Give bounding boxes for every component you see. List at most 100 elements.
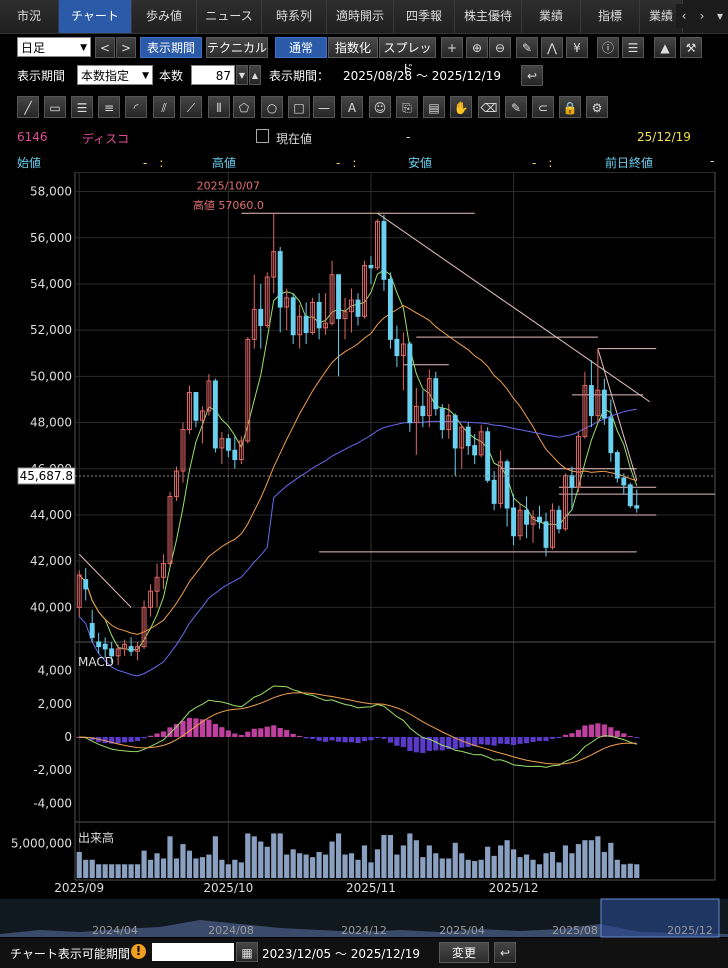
line-tool-icon[interactable]: ╱ (17, 96, 39, 118)
macd-tick-label: -4,000 (33, 796, 72, 810)
prev-button[interactable]: < (95, 37, 115, 58)
reset-icon[interactable]: ↩ (521, 65, 543, 86)
tab-8[interactable]: 業績 (522, 0, 581, 33)
plot-frame (74, 172, 716, 881)
wrench-icon[interactable]: ⚒ (680, 37, 702, 58)
tab-4[interactable]: 時系列 (262, 0, 327, 33)
date-tick-label: 2025/10 (203, 881, 253, 895)
select-tool-icon[interactable]: ✋ (450, 96, 472, 118)
macd-histogram-bar (141, 737, 147, 739)
count-value: 87 (215, 69, 231, 83)
start-date-input[interactable] (152, 943, 234, 961)
fib-tool-icon[interactable]: ⦀ (208, 96, 230, 118)
macd-histogram-bar (134, 737, 141, 742)
macd-histogram-bar (355, 737, 361, 744)
count-up-icon[interactable]: ▲ (249, 65, 261, 85)
settings-tool-icon[interactable]: ⚙ (586, 96, 608, 118)
hline-tool-icon[interactable]: — (313, 96, 335, 118)
count-down-icon[interactable]: ▼ (236, 65, 248, 85)
period-select[interactable]: 日足 ▼ (17, 37, 91, 57)
candle (212, 380, 218, 449)
candle (601, 389, 607, 419)
volume-bar (446, 858, 452, 878)
ruler-tool-icon[interactable]: ▭ (44, 96, 66, 118)
candle (290, 297, 296, 336)
volume-bar (134, 864, 141, 878)
fan-tool-icon[interactable]: ⫽ (153, 96, 175, 118)
technical-button[interactable]: テクニカル (206, 37, 268, 58)
chart-style-icon[interactable]: ⋀ (541, 37, 563, 58)
arc-tool-icon[interactable]: ◜ (125, 96, 147, 118)
info-icon[interactable]: ⓘ (597, 37, 619, 58)
tab-0[interactable]: 市況 (0, 0, 59, 33)
pentagon-tool-icon[interactable]: ⬠ (233, 96, 255, 118)
chart-area[interactable]: 58,00056,00054,00052,00050,00048,00046,0… (0, 172, 728, 938)
tab-6[interactable]: 四季報 (394, 0, 455, 33)
rect-tool-icon[interactable]: □ (288, 96, 310, 118)
warning-icon: ! (131, 944, 146, 959)
zoom-in-icon[interactable]: ⊕ (466, 37, 488, 58)
edit-tool-icon[interactable]: ✎ (505, 96, 527, 118)
volume-bar (374, 849, 381, 878)
tab-scroll-left[interactable]: ‹ (681, 9, 687, 23)
candle (400, 343, 406, 357)
copy-tool-icon[interactable]: ⎘ (396, 96, 418, 118)
hlines-tool-icon[interactable]: ☰ (71, 96, 93, 118)
tab-9[interactable]: 指標 (581, 0, 640, 33)
macd-histogram-bar (420, 737, 426, 753)
text-tool-icon[interactable]: A (341, 96, 363, 118)
tab-2[interactable]: 歩み値 (132, 0, 197, 33)
candle (336, 274, 341, 320)
macd-histogram-bar (219, 727, 225, 737)
change-button[interactable]: 変更 (439, 942, 489, 963)
next-button[interactable]: > (116, 37, 136, 58)
undo-icon[interactable]: ↩ (494, 942, 516, 963)
eraser-tool-icon[interactable]: ⌫ (478, 96, 500, 118)
lock-tool-icon[interactable]: 🔒 (559, 96, 581, 118)
price-tag-label: 45,687.8 (20, 469, 73, 483)
tab-1[interactable]: チャート (59, 0, 132, 33)
tab-3[interactable]: ニュース (197, 0, 262, 33)
normal-button[interactable]: 通常 (275, 37, 327, 58)
area-chart-icon[interactable]: ▲ (654, 37, 676, 58)
macd-histogram-bar (271, 725, 277, 737)
tab-5[interactable]: 適時開示 (327, 0, 394, 33)
macd-title: MACD (78, 655, 114, 669)
volume-bar (160, 858, 167, 878)
candle (524, 509, 529, 525)
tab-10[interactable]: 業績 (640, 0, 683, 33)
yen-icon[interactable]: ¥ (566, 37, 588, 58)
magnet-tool-icon[interactable]: ⊂ (532, 96, 554, 118)
volume-bar (413, 840, 419, 878)
layers-tool-icon[interactable]: ▤ (423, 96, 445, 118)
indexed-button[interactable]: 指数化 (328, 37, 378, 58)
crosshair-icon[interactable]: + (441, 37, 463, 58)
moving-average-line-25 (78, 305, 637, 635)
date-tick-label: 2025/09 (54, 881, 104, 895)
tab-scroll-right[interactable]: › (699, 9, 705, 23)
macd-histogram-bar (89, 737, 95, 741)
count-input[interactable]: 87 (191, 65, 235, 85)
available-period-range: 2023/12/05 ～ 2025/12/19 (262, 947, 420, 961)
mode-select[interactable]: 本数指定 ▼ (77, 65, 153, 85)
candle (297, 315, 303, 336)
channel-tool-icon[interactable]: ≡ (98, 96, 120, 118)
my-settings-icon[interactable]: ☰ (622, 37, 644, 58)
volume-bar (199, 857, 206, 878)
volume-bar (251, 836, 257, 878)
tab-7[interactable]: 株主優待 (455, 0, 522, 33)
tab-menu-icon[interactable]: ▾ (716, 9, 724, 23)
calendar-icon[interactable]: ▦ (236, 942, 258, 962)
volume-bar (102, 864, 108, 878)
pen-icon[interactable]: ✎ (516, 37, 538, 58)
circle-tool-icon[interactable]: ○ (261, 96, 283, 118)
show-period-button[interactable]: 表示期間 (140, 37, 202, 58)
volume-bar (147, 859, 154, 878)
macd-histogram-bar (322, 737, 329, 742)
emoji-tool-icon[interactable]: ☺ (369, 96, 391, 118)
volume-bar (284, 854, 290, 878)
gann-tool-icon[interactable]: ⟋ (180, 96, 202, 118)
zoom-out-icon[interactable]: ⊖ (489, 37, 511, 58)
spread-button[interactable]: スプレッド (379, 37, 436, 76)
candle (537, 516, 542, 523)
